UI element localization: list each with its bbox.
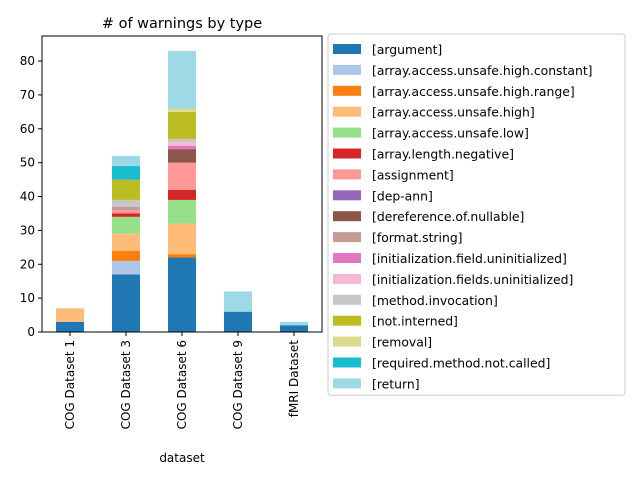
legend-label-2: [array.access.unsafe.high.range]	[372, 84, 575, 99]
legend-swatch-15	[333, 357, 361, 368]
legend-swatch-5	[333, 148, 361, 159]
bar-segment-2-1	[112, 250, 140, 261]
legend-swatch-9	[333, 232, 361, 243]
y-tick-label: 30	[20, 223, 35, 237]
legend-label-9: [format.string]	[372, 230, 463, 245]
legend-label-10: [initialization.field.uninitialized]	[372, 251, 567, 266]
legend-swatch-0	[333, 44, 361, 54]
bar-segment-6-1	[112, 210, 140, 214]
bar-segment-11-2	[168, 142, 196, 146]
bar-segment-16-1	[112, 155, 140, 167]
bar-segment-0-2	[168, 257, 196, 332]
legend: [argument] [array.access.unsafe.high.cons…	[327, 33, 626, 396]
bar-segment-6-2	[168, 162, 196, 190]
x-axis: COG Dataset 1 COG Dataset 3 COG Dataset 6 C…	[63, 332, 301, 429]
legend-label-15: [required.method.not.called]	[372, 356, 550, 371]
bar-segment-4-2	[168, 199, 196, 224]
legend-label-14: [removal]	[372, 335, 432, 350]
bars-group	[56, 50, 308, 332]
bar-segment-3-2	[168, 223, 196, 255]
x-tick-label: COG Dataset 1	[63, 340, 77, 429]
legend-swatch-12	[333, 294, 361, 305]
legend-swatch-8	[333, 211, 361, 222]
bar-segment-9-1	[112, 206, 140, 211]
y-tick-label: 20	[20, 257, 35, 271]
legend-swatch-13	[333, 315, 361, 326]
legend-label-8: [dereference.of.nullable]	[372, 209, 524, 224]
legend-swatch-11	[333, 273, 361, 284]
legend-swatch-1	[333, 64, 361, 75]
legend-swatch-10	[333, 253, 361, 263]
legend-swatch-2	[333, 85, 361, 96]
bar-segment-1-1	[112, 260, 140, 275]
y-tick-label: 50	[20, 156, 35, 170]
x-tick-label: COG Dataset 3	[119, 340, 133, 429]
bar-segment-0-0	[56, 321, 84, 332]
legend-swatch-6	[333, 169, 361, 180]
bar-segment-12-1	[112, 199, 140, 207]
chart-title: # of warnings by type	[102, 16, 262, 32]
legend-swatch-3	[333, 106, 361, 117]
bar-segment-16-4	[280, 321, 308, 326]
y-tick-label: 70	[20, 88, 35, 102]
legend-label-7: [dep-ann]	[372, 188, 433, 203]
bar-segment-0-1	[112, 274, 140, 332]
legend-label-1: [array.access.unsafe.high.constant]	[372, 63, 593, 78]
bar-segment-5-2	[168, 189, 196, 200]
legend-swatch-16	[333, 378, 361, 389]
bar-segment-14-2	[168, 108, 196, 112]
x-tick-label: COG Dataset 6	[175, 340, 189, 429]
legend-label-6: [assignment]	[372, 167, 454, 182]
bar-segment-15-1	[112, 166, 140, 180]
legend-swatch-7	[333, 190, 361, 201]
bar-segment-13-1	[112, 179, 140, 200]
bar-segment-16-2	[168, 50, 196, 109]
legend-label-3: [array.access.unsafe.high]	[372, 105, 535, 120]
bar-segment-0-4	[280, 325, 308, 332]
plot-frame	[41, 35, 323, 333]
bar-segment-16-3	[224, 291, 252, 312]
legend-label-12: [method.invocation]	[372, 293, 498, 308]
legend-label-16: [return]	[372, 376, 420, 391]
bar-segment-13-2	[168, 111, 196, 139]
legend-label-4: [array.access.unsafe.low]	[372, 126, 529, 141]
legend-swatch-4	[333, 127, 361, 138]
bar-segment-4-1	[112, 216, 140, 234]
bar-segment-5-1	[112, 213, 140, 217]
y-axis: 0 10 20 30 40 50 60 70 80	[20, 54, 42, 339]
x-axis-label: dataset	[159, 451, 205, 465]
y-tick-label: 60	[20, 122, 35, 136]
legend-label-0: [argument]	[372, 42, 442, 57]
legend-label-13: [not.interned]	[372, 314, 458, 329]
x-tick-label: fMRI Dataset	[287, 340, 301, 418]
y-tick-label: 80	[20, 54, 35, 68]
bar-segment-3-0	[56, 308, 84, 322]
legend-swatch-14	[333, 336, 361, 347]
bar-segment-12-2	[168, 138, 196, 143]
y-tick-label: 40	[20, 190, 35, 204]
legend-frame	[327, 33, 626, 396]
bar-segment-10-2	[168, 145, 196, 150]
bar-segment-2-2	[168, 254, 196, 258]
y-tick-label: 10	[20, 291, 35, 305]
legend-label-11: [initialization.fields.uninitialized]	[372, 272, 573, 287]
bar-segment-8-2	[168, 149, 196, 163]
bar-segment-3-1	[112, 233, 140, 251]
y-tick-label: 0	[27, 325, 35, 339]
x-tick-label: COG Dataset 9	[231, 340, 245, 429]
bar-segment-0-3	[224, 311, 252, 332]
legend-label-5: [array.length.negative]	[372, 147, 514, 162]
